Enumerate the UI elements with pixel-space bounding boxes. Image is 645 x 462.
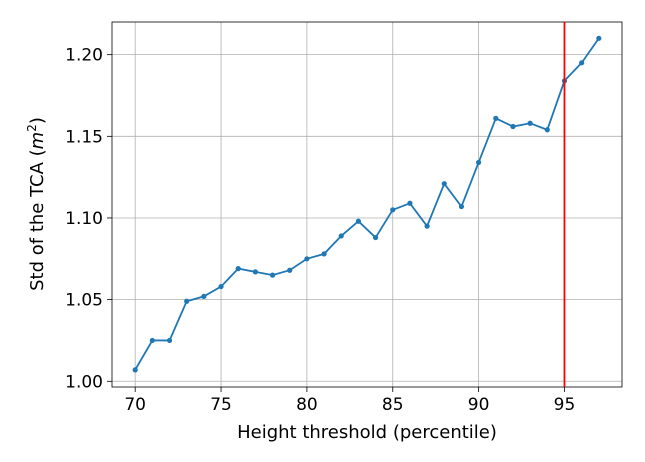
x-tick-label: 80 bbox=[296, 395, 318, 415]
data-point bbox=[287, 267, 293, 273]
data-point bbox=[424, 223, 430, 229]
data-point bbox=[218, 283, 224, 290]
data-point bbox=[372, 234, 379, 241]
y-tick-label: 1.05 bbox=[65, 291, 103, 311]
x-tick-label: 70 bbox=[124, 395, 146, 415]
y-tick-label: 1.10 bbox=[65, 209, 103, 229]
data-point bbox=[184, 298, 190, 304]
data-point bbox=[441, 181, 447, 187]
data-point bbox=[527, 120, 533, 126]
series-line bbox=[134, 37, 600, 371]
data-point bbox=[390, 207, 396, 213]
x-tick-label: 90 bbox=[468, 395, 490, 415]
data-point bbox=[476, 159, 482, 166]
data-point bbox=[269, 272, 276, 278]
y-tick-label: 1.20 bbox=[65, 46, 103, 66]
data-point bbox=[579, 60, 585, 66]
data-point bbox=[355, 218, 362, 224]
data-point bbox=[493, 115, 499, 121]
data-point bbox=[510, 123, 516, 130]
x-tick-label: 95 bbox=[554, 395, 576, 415]
axes-frame bbox=[111, 21, 623, 388]
data-point bbox=[201, 293, 207, 299]
y-axis-label: Std of the TCA (m2) bbox=[25, 117, 48, 291]
data-point bbox=[304, 256, 310, 262]
x-tick-label: 75 bbox=[210, 395, 232, 415]
data-point bbox=[132, 367, 138, 373]
grid-lines bbox=[112, 22, 622, 387]
data-point bbox=[544, 127, 550, 133]
y-tick-label: 1.15 bbox=[65, 127, 103, 147]
x-axis-label: Height threshold (percentile) bbox=[237, 422, 497, 443]
data-point bbox=[407, 200, 413, 206]
data-point bbox=[338, 233, 344, 239]
data-point bbox=[252, 269, 258, 275]
data-point bbox=[321, 251, 327, 257]
data-point bbox=[149, 337, 155, 344]
y-axis-ticks: 1.00 1.05 1.10 1.15 1.20 bbox=[65, 46, 112, 392]
y-tick-label: 1.00 bbox=[65, 372, 103, 392]
data-point bbox=[458, 203, 465, 210]
x-tick-label: 85 bbox=[382, 395, 404, 415]
x-axis-ticks: 70 75 80 85 90 95 bbox=[124, 387, 575, 415]
data-point bbox=[166, 337, 173, 344]
data-point bbox=[235, 265, 241, 272]
series-line-group bbox=[132, 35, 602, 373]
data-point bbox=[596, 35, 602, 41]
